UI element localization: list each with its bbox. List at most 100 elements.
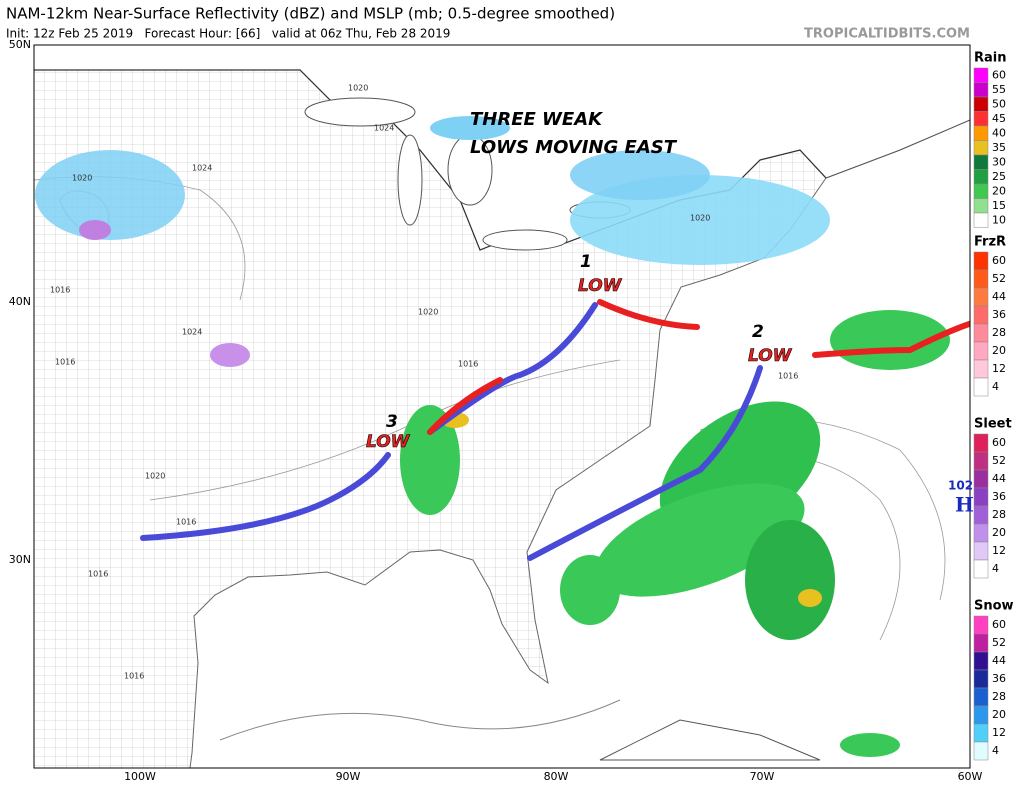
low-number: 1 <box>580 252 592 272</box>
legend-title: Snow <box>974 599 1014 614</box>
legend-tick: 28 <box>992 690 1006 703</box>
lon-label: 70W <box>750 770 775 783</box>
isobar-label: 1016 <box>176 518 196 527</box>
legend-title: Rain <box>974 51 1007 66</box>
legend-swatch <box>973 125 989 141</box>
legend-tick: 20 <box>992 184 1006 197</box>
low-number: 3 <box>386 412 398 432</box>
isobar-label: 1024 <box>374 124 394 133</box>
legend-swatch <box>973 96 989 112</box>
legend-swatch <box>973 505 989 525</box>
legend-tick: 4 <box>992 744 999 757</box>
legend-swatch <box>973 541 989 561</box>
legend-tick: 28 <box>992 508 1006 521</box>
legend-tick: 12 <box>992 726 1006 739</box>
legend-swatch <box>973 469 989 489</box>
legend-swatch <box>973 305 989 325</box>
legend-title: FrzR <box>974 235 1006 250</box>
legend-swatch <box>973 487 989 507</box>
legend-swatch <box>973 341 989 361</box>
legend-tick: 15 <box>992 199 1006 212</box>
legend-tick: 40 <box>992 126 1006 139</box>
lon-label: 100W <box>124 770 156 783</box>
legend-tick: 36 <box>992 308 1006 321</box>
isobar-label: 1024 <box>192 164 212 173</box>
fronts <box>140 299 970 561</box>
legend-swatch <box>973 183 989 199</box>
map-area <box>34 45 970 768</box>
low-label: LOW <box>578 276 623 296</box>
lat-label: 50N <box>9 38 31 51</box>
legend-tick: 30 <box>992 155 1006 168</box>
legend-swatch <box>973 433 989 453</box>
high-label: H <box>955 493 974 517</box>
annotation-line: THREE WEAK <box>470 109 604 130</box>
legend-tick: 20 <box>992 526 1006 539</box>
legend-swatch <box>973 633 989 653</box>
cuba <box>599 719 821 761</box>
legend-tick: 36 <box>992 490 1006 503</box>
lon-label: 80W <box>544 770 569 783</box>
legend-tick: 44 <box>992 472 1006 485</box>
isobar-label: 1020 <box>72 174 92 183</box>
legend-swatch <box>973 669 989 689</box>
legend-swatch <box>973 140 989 156</box>
low-number: 2 <box>752 322 764 342</box>
isobar-label: 1020 <box>690 214 710 223</box>
legend-swatch <box>973 723 989 743</box>
isobar <box>219 699 621 741</box>
lat-label: 40N <box>9 295 31 308</box>
legend-swatch <box>973 651 989 671</box>
legend-tick: 25 <box>992 170 1006 183</box>
legend-tick: 60 <box>992 618 1006 631</box>
legend-tick: 50 <box>992 97 1006 110</box>
legend-swatch <box>973 615 989 635</box>
legend-tick: 60 <box>992 68 1006 81</box>
annotation-line: LOWS MOVING EAST <box>470 137 678 158</box>
precip <box>35 116 950 757</box>
isobar-label: 1016 <box>50 286 70 295</box>
legend-tick: 4 <box>992 380 999 393</box>
legend-tick: 52 <box>992 454 1006 467</box>
lat-label: 30N <box>9 553 31 566</box>
legend-swatch <box>973 198 989 214</box>
legend-swatch <box>973 251 989 271</box>
isobar-label: 1016 <box>124 672 144 681</box>
legend-tick: 45 <box>992 112 1006 125</box>
isobar-label: 1016 <box>778 372 798 381</box>
legend-swatch <box>973 451 989 471</box>
subtitle: Init: 12z Feb 25 2019 Forecast Hour: [66… <box>6 27 450 41</box>
isobar-label: 1020 <box>145 472 165 481</box>
isobar-label: 1016 <box>55 358 75 367</box>
legend-swatch <box>973 287 989 307</box>
legend-tick: 35 <box>992 141 1006 154</box>
legend-swatch <box>973 523 989 543</box>
legend-tick: 60 <box>992 436 1006 449</box>
legend-swatch <box>973 323 989 343</box>
legend-swatch <box>973 67 989 83</box>
legend-tick: 12 <box>992 362 1006 375</box>
legend-tick: 52 <box>992 272 1006 285</box>
isobar-label: 1020 <box>348 84 368 93</box>
low-label: LOW <box>748 346 793 366</box>
legend-tick: 10 <box>992 213 1006 226</box>
frame <box>33 44 971 769</box>
lon-label: 90W <box>336 770 361 783</box>
isobar-label: 1024 <box>182 328 202 337</box>
high-pressure: 102 <box>948 479 973 493</box>
legend-tick: 44 <box>992 290 1006 303</box>
legend-tick: 52 <box>992 636 1006 649</box>
legend-swatch <box>973 377 989 397</box>
lon-label: 60W <box>958 770 983 783</box>
title: NAM-12km Near-Surface Reflectivity (dBZ)… <box>6 5 615 23</box>
legend-title: Sleet <box>974 417 1012 432</box>
legend-swatch <box>973 687 989 707</box>
legend-tick: 20 <box>992 708 1006 721</box>
legend-tick: 28 <box>992 326 1006 339</box>
low-label: LOW <box>366 432 411 452</box>
legend-tick: 36 <box>992 672 1006 685</box>
legend-swatch <box>973 154 989 170</box>
source: TROPICALTIDBITS.COM <box>804 27 970 42</box>
legend-tick: 20 <box>992 344 1006 357</box>
